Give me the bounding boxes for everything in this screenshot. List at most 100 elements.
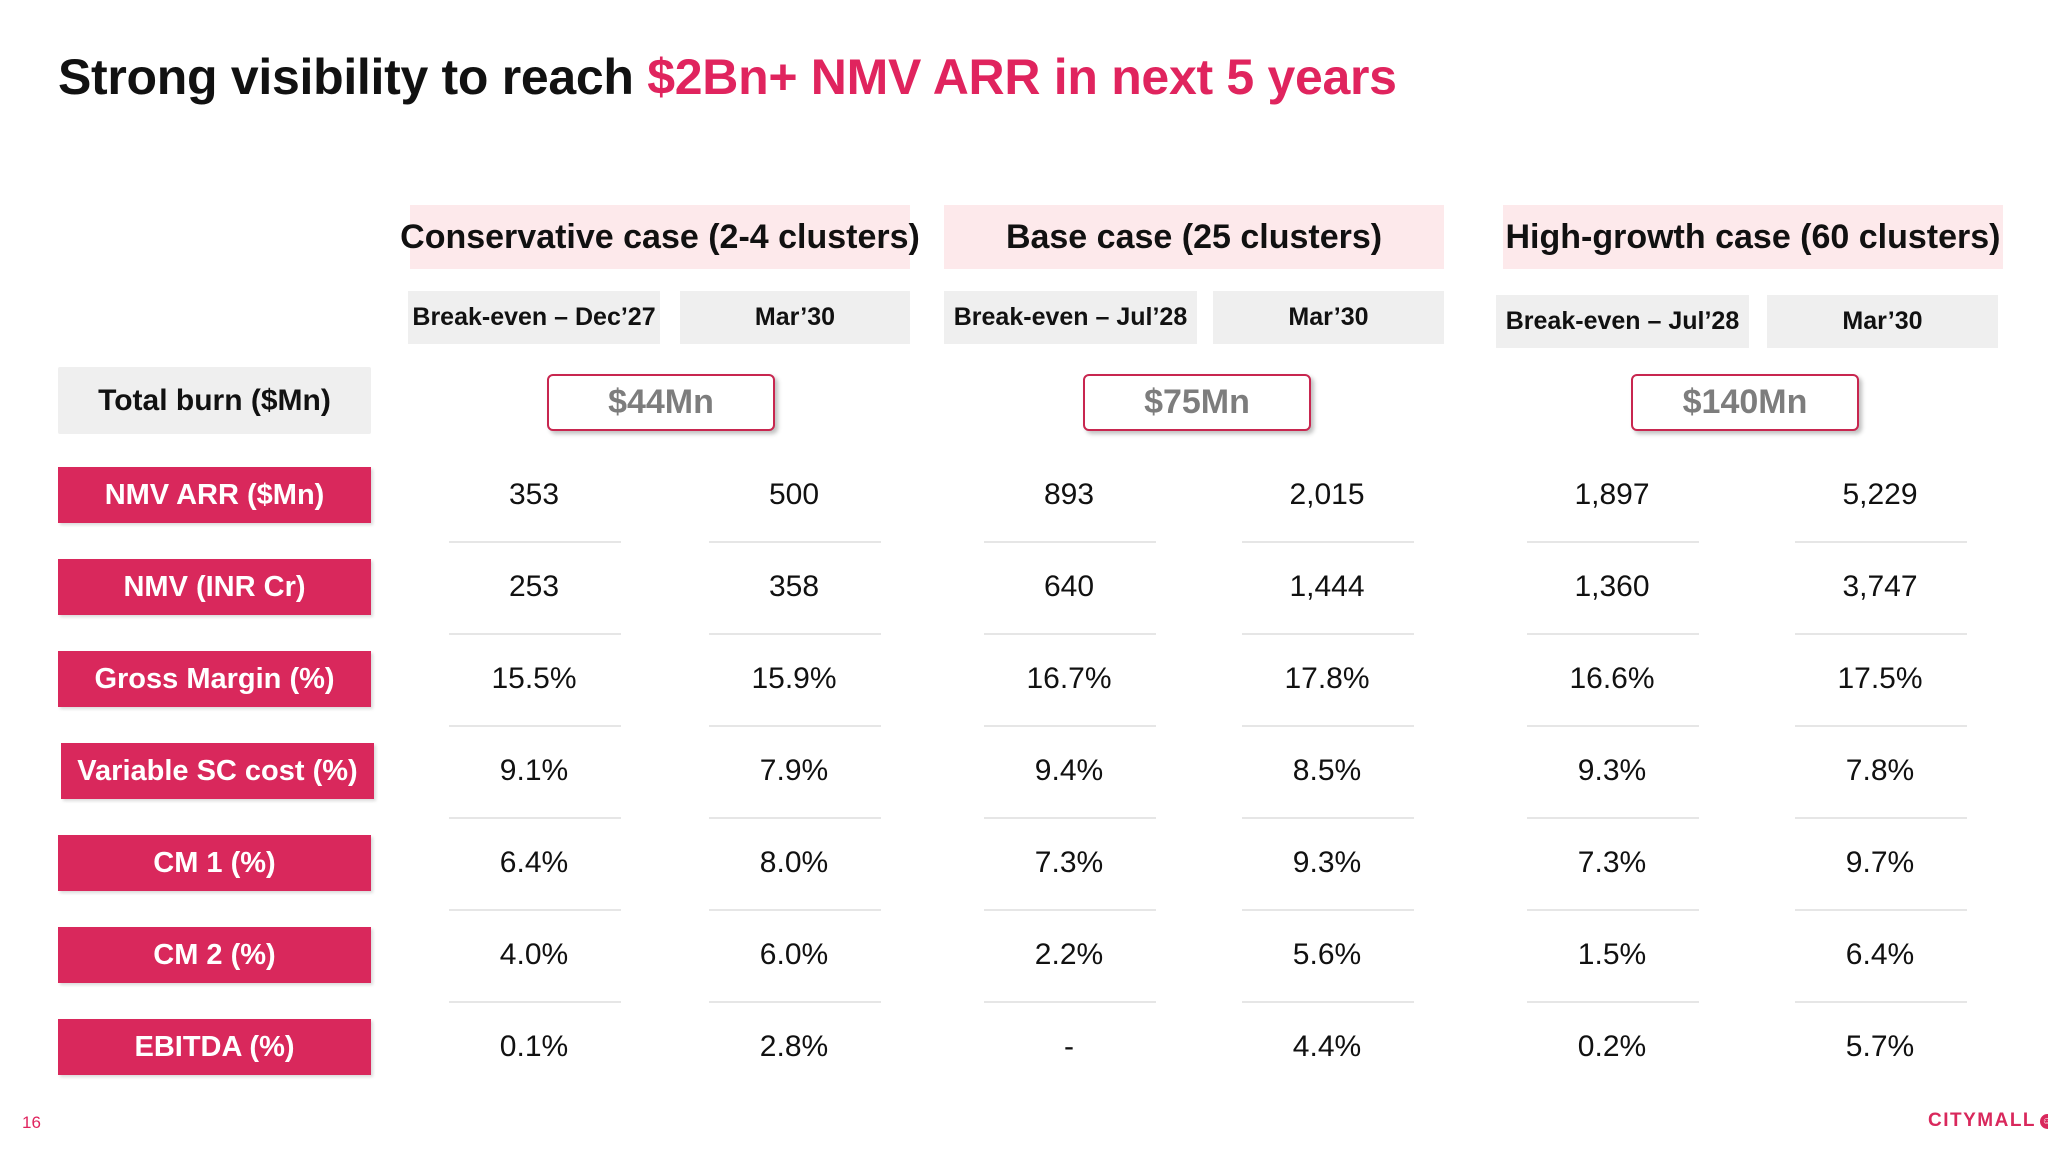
table-cell: 15.5%: [491, 662, 577, 695]
title-prefix: Strong visibility to reach: [58, 49, 648, 105]
row-divider: [709, 633, 881, 635]
row-divider: [449, 725, 621, 727]
row-divider: [709, 1001, 881, 1003]
row-divider: [1795, 541, 1967, 543]
table-cell: 17.5%: [1837, 662, 1923, 695]
table-cell: 7.8%: [1845, 754, 1915, 787]
table-cell: 16.7%: [1026, 662, 1112, 695]
table-cell: 8.0%: [759, 846, 829, 879]
table-cell: 640: [1043, 570, 1095, 603]
sub-header-base-breakeven: Break-even – Jul’28: [944, 291, 1197, 344]
row-label: CM 1 (%): [58, 835, 371, 891]
table-cell: 6.4%: [499, 846, 569, 879]
row-divider: [1527, 817, 1699, 819]
table-cell: 6.4%: [1845, 938, 1915, 971]
case-header-conservative: Conservative case (2-4 clusters): [400, 205, 920, 269]
table-cell: 1,360: [1574, 570, 1650, 603]
table-cell: 2,015: [1289, 478, 1365, 511]
table-cell: 6.0%: [759, 938, 829, 971]
row-divider: [1527, 725, 1699, 727]
row-label: EBITDA (%): [58, 1019, 371, 1075]
table-cell: 2.2%: [1034, 938, 1104, 971]
table-cell: 4.4%: [1292, 1030, 1362, 1063]
sub-header-high-growth-breakeven: Break-even – Jul’28: [1496, 295, 1749, 348]
row-divider: [1795, 817, 1967, 819]
row-divider: [1242, 633, 1414, 635]
sub-header-base-mar30: Mar’30: [1213, 291, 1444, 344]
row-label: CM 2 (%): [58, 927, 371, 983]
table-cell: 0.2%: [1577, 1030, 1647, 1063]
sub-header-conservative-mar30: Mar’30: [680, 291, 910, 344]
row-divider: [1795, 1001, 1967, 1003]
burn-value-base: $75Mn: [1083, 374, 1311, 431]
row-divider: [984, 817, 1156, 819]
row-divider: [984, 633, 1156, 635]
table-cell: 8.5%: [1292, 754, 1362, 787]
table-cell: 1,897: [1574, 478, 1650, 511]
table-cell: 0.1%: [499, 1030, 569, 1063]
row-divider: [709, 817, 881, 819]
case-header-high-growth: High-growth case (60 clusters): [1503, 205, 2003, 269]
row-divider: [1795, 725, 1967, 727]
table-cell: 893: [1043, 478, 1095, 511]
row-divider: [1242, 1001, 1414, 1003]
row-divider: [1242, 817, 1414, 819]
row-divider: [709, 725, 881, 727]
table-cell: 16.6%: [1569, 662, 1655, 695]
table-cell: 9.1%: [499, 754, 569, 787]
row-divider: [984, 1001, 1156, 1003]
table-cell: 15.9%: [751, 662, 837, 695]
table-cell: 7.3%: [1577, 846, 1647, 879]
row-label: NMV (INR Cr): [58, 559, 371, 615]
table-cell: 3,747: [1842, 570, 1918, 603]
row-divider: [984, 725, 1156, 727]
row-divider: [449, 909, 621, 911]
citymall-logo: CITYMALL ☺: [1928, 1110, 2048, 1132]
burn-value-conservative: $44Mn: [547, 374, 775, 431]
row-divider: [709, 909, 881, 911]
table-cell: 7.3%: [1034, 846, 1104, 879]
row-divider: [984, 541, 1156, 543]
table-cell: 17.8%: [1284, 662, 1370, 695]
row-divider: [449, 1001, 621, 1003]
table-cell: 1.5%: [1577, 938, 1647, 971]
table-cell: 1,444: [1289, 570, 1365, 603]
table-cell: -: [1064, 1030, 1074, 1063]
slide-title: Strong visibility to reach $2Bn+ NMV ARR…: [58, 48, 1397, 106]
table-cell: 5,229: [1842, 478, 1918, 511]
row-label: Gross Margin (%): [58, 651, 371, 707]
row-divider: [709, 541, 881, 543]
table-cell: 500: [768, 478, 820, 511]
table-cell: 9.4%: [1034, 754, 1104, 787]
row-divider: [1242, 909, 1414, 911]
table-cell: 5.6%: [1292, 938, 1362, 971]
table-cell: 4.0%: [499, 938, 569, 971]
table-cell: 9.3%: [1292, 846, 1362, 879]
row-divider: [1242, 725, 1414, 727]
case-header-base: Base case (25 clusters): [944, 205, 1444, 269]
sub-header-high-growth-mar30: Mar’30: [1767, 295, 1998, 348]
table-cell: 353: [508, 478, 560, 511]
row-divider: [449, 633, 621, 635]
title-accent: $2Bn+ NMV ARR in next 5 years: [647, 49, 1397, 105]
row-label: NMV ARR ($Mn): [58, 467, 371, 523]
page-number: 16: [22, 1113, 41, 1132]
table-cell: 358: [768, 570, 820, 603]
sub-header-conservative-breakeven: Break-even – Dec’27: [408, 291, 660, 344]
table-cell: 5.7%: [1845, 1030, 1915, 1063]
row-divider: [1527, 1001, 1699, 1003]
logo-text: CITYMALL: [1928, 1110, 2037, 1131]
total-burn-label: Total burn ($Mn): [58, 367, 371, 434]
row-divider: [1795, 633, 1967, 635]
table-cell: 7.9%: [759, 754, 829, 787]
row-divider: [1527, 541, 1699, 543]
row-divider: [1527, 909, 1699, 911]
row-divider: [1795, 909, 1967, 911]
row-divider: [449, 817, 621, 819]
row-divider: [984, 909, 1156, 911]
table-cell: 9.3%: [1577, 754, 1647, 787]
row-label: Variable SC cost (%): [61, 743, 374, 799]
row-divider: [449, 541, 621, 543]
table-cell: 9.7%: [1845, 846, 1915, 879]
table-cell: 253: [508, 570, 560, 603]
